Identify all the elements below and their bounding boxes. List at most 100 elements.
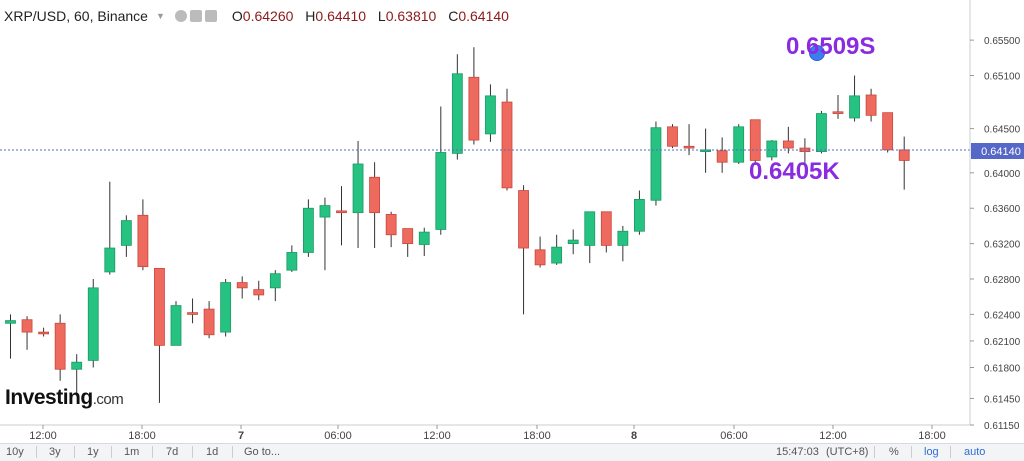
candle-body [253, 289, 265, 296]
last-price-label: 0.64140 [981, 146, 1021, 158]
cursor-dot-icon [809, 45, 825, 61]
divider [232, 446, 233, 458]
settings-icon[interactable] [189, 10, 202, 22]
candle-body [269, 273, 281, 289]
open-value: 0.64260 [242, 8, 294, 24]
range-10y[interactable]: 10y [6, 446, 24, 458]
candle-body [468, 76, 480, 141]
candle-body [104, 247, 116, 273]
divider [911, 446, 912, 458]
candle-body [683, 145, 695, 149]
candle-body [865, 94, 877, 116]
divider [192, 446, 193, 458]
candle-body [336, 210, 347, 214]
close-icon[interactable] [204, 10, 217, 22]
candle-body [749, 119, 761, 161]
y-tick-label: 0.61450 [984, 394, 1021, 405]
candle-body [766, 140, 778, 158]
candle-body [551, 246, 563, 264]
x-tick-label: 06:00 [720, 430, 748, 442]
candle-body [617, 230, 629, 246]
y-tick-label: 0.63600 [984, 204, 1021, 215]
chevron-down-icon[interactable]: ▼ [155, 11, 165, 21]
candle-body [667, 126, 678, 147]
range-1m[interactable]: 1m [124, 446, 140, 458]
x-tick-label: 8 [631, 430, 637, 442]
candle-body [849, 95, 860, 119]
close-label: C [448, 8, 459, 24]
percent-toggle[interactable]: % [889, 446, 899, 458]
range-7d[interactable]: 7d [166, 446, 179, 458]
candle-body [137, 214, 149, 268]
candle-body [220, 282, 232, 333]
candle-body [816, 113, 827, 153]
x-tick-label: 12:00 [423, 430, 451, 442]
low-label: L [377, 8, 386, 24]
range-3y[interactable]: 3y [49, 446, 61, 458]
clock-time: 15:47:03 [776, 446, 819, 458]
y-tick-label: 0.61150 [984, 421, 1020, 432]
candle-body [87, 287, 99, 361]
candle-body [898, 149, 910, 161]
auto-toggle[interactable]: auto [964, 446, 986, 458]
candle-body [54, 322, 66, 370]
investing-logo: Investing.com [5, 386, 124, 410]
divider [152, 446, 153, 458]
timezone-label[interactable]: (UTC+8) [826, 446, 869, 458]
go-to-button[interactable]: Go to... [244, 446, 281, 458]
logo-brand: Investing [5, 386, 93, 409]
candle-body [451, 73, 463, 154]
x-tick-label: 7 [238, 430, 244, 442]
candle-body [534, 249, 546, 266]
y-tick-label: 0.64500 [984, 125, 1021, 136]
x-tick-label: 12:00 [29, 430, 57, 442]
close-value: 0.64140 [458, 8, 509, 24]
x-tick-label: 18:00 [523, 430, 551, 442]
y-tick-label: 0.62400 [984, 310, 1021, 321]
candle-body [567, 239, 579, 245]
x-tick-label: 18:00 [128, 430, 156, 442]
range-1y[interactable]: 1y [87, 446, 99, 458]
candle-body [435, 152, 447, 230]
visibility-icon[interactable] [174, 10, 187, 22]
symbol-title[interactable]: XRP/USD, 60, Binance [4, 8, 148, 24]
candle-body [501, 101, 513, 189]
open-label: O [231, 8, 243, 24]
candle-body [369, 176, 381, 214]
candle-body [832, 111, 844, 114]
divider [111, 446, 112, 458]
x-tick-label: 18:00 [918, 430, 946, 442]
x-tick-label: 06:00 [324, 430, 352, 442]
candle-body [21, 319, 33, 333]
candle-body [187, 312, 198, 315]
divider [874, 446, 875, 458]
x-tick-label: 12:00 [819, 430, 847, 442]
y-tick-label: 0.61800 [984, 363, 1021, 374]
candle-body [170, 305, 182, 346]
candle-body [120, 220, 132, 246]
candle-body [782, 140, 794, 149]
candle-body [882, 112, 894, 151]
candle-body [402, 228, 414, 245]
logo-suffix: .com [92, 391, 124, 408]
candle-body [716, 150, 728, 163]
candle-body [38, 331, 49, 335]
divider [36, 446, 37, 458]
annotation-low: 0.6405K [749, 158, 840, 185]
candle-body [5, 320, 16, 324]
candle-body [733, 126, 745, 163]
candle-body [600, 211, 612, 246]
range-1d[interactable]: 1d [206, 446, 219, 458]
log-toggle[interactable]: log [924, 446, 939, 458]
candle-body [418, 231, 430, 245]
candle-body [634, 198, 645, 232]
y-tick-label: 0.62800 [984, 275, 1021, 286]
y-tick-label: 0.62100 [984, 337, 1021, 348]
high-value: 0.64410 [315, 8, 367, 24]
divider [74, 446, 75, 458]
candle-body [650, 127, 662, 201]
y-tick-label: 0.65500 [984, 36, 1021, 47]
divider [950, 446, 951, 458]
candle-body [319, 205, 331, 218]
